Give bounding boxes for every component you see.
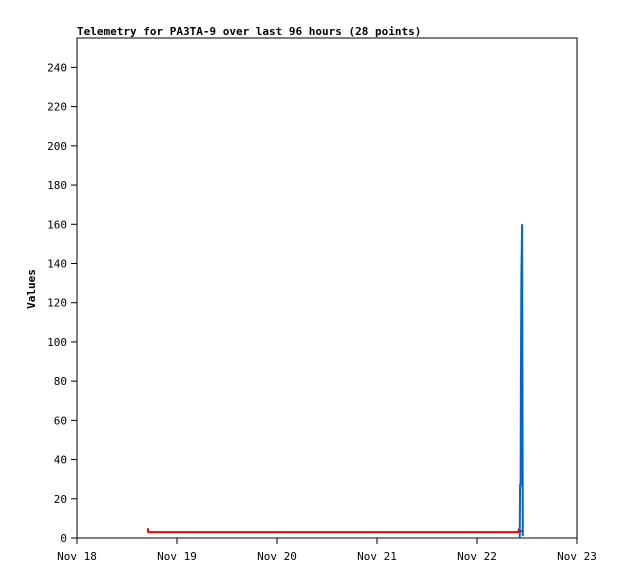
y-tick-label: 160 <box>47 218 67 231</box>
x-tick-label: Nov 21 <box>357 550 397 563</box>
x-tick-label: Nov 22 <box>457 550 497 563</box>
series-line-1 <box>518 224 524 539</box>
y-tick-label: 120 <box>47 297 67 310</box>
y-tick-label: 0 <box>60 532 67 545</box>
y-tick-label: 20 <box>54 493 67 506</box>
chart-title: Telemetry for PA3TA-9 over last 96 hours… <box>77 25 421 38</box>
x-tick-label: Nov 18 <box>57 550 97 563</box>
y-tick-label: 200 <box>47 140 67 153</box>
y-tick-label: 180 <box>47 179 67 192</box>
y-tick-label: 80 <box>54 375 67 388</box>
x-tick-label: Nov 20 <box>257 550 297 563</box>
y-tick-label: 220 <box>47 101 67 114</box>
y-tick-label: 60 <box>54 414 67 427</box>
x-tick-label: Nov 23 <box>557 550 597 563</box>
y-tick-label: 100 <box>47 336 67 349</box>
y-tick-label: 40 <box>54 454 67 467</box>
y-axis-label: Values <box>25 269 38 309</box>
plot-frame <box>76 37 578 539</box>
y-tick-label: 140 <box>47 257 67 270</box>
series-line-0 <box>146 527 524 534</box>
x-tick-label: Nov 19 <box>157 550 197 563</box>
y-tick-label: 240 <box>47 61 67 74</box>
